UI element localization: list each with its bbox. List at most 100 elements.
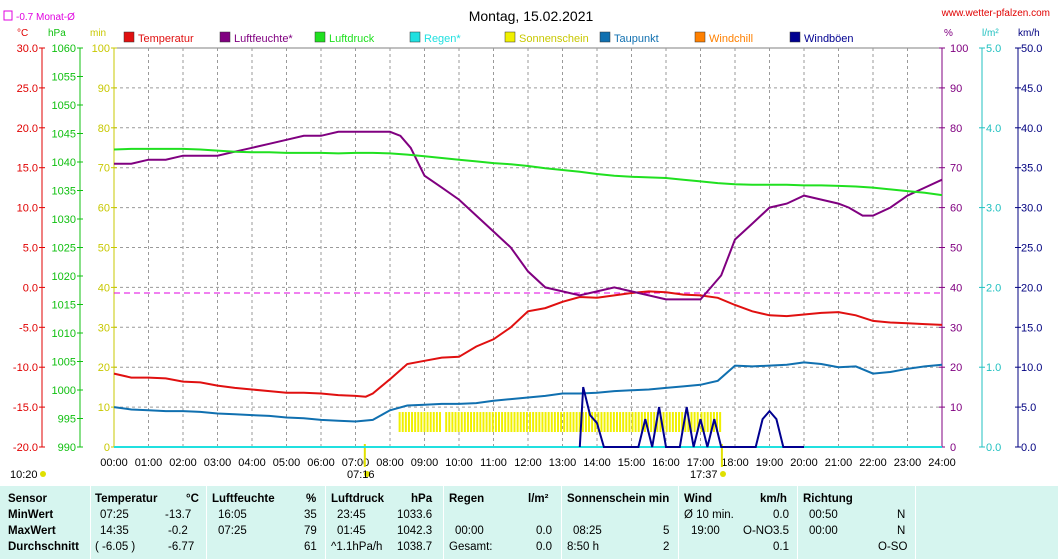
sunshine-bar — [719, 412, 722, 432]
sunshine-bar — [588, 412, 591, 432]
wind-axis-tick-label: 45.0 — [1021, 83, 1042, 95]
sunshine-bar — [665, 412, 668, 432]
x-tick-label: 07:00 — [342, 457, 370, 469]
sunshine-bar — [647, 412, 650, 432]
sunshine-bar — [566, 412, 569, 432]
sunshine-bar — [488, 412, 491, 432]
max-temp-time: 14:35 — [100, 525, 129, 537]
sunshine-bar — [563, 412, 566, 432]
sunshine-bar — [479, 412, 482, 432]
sunshine-bar — [541, 412, 544, 432]
x-tick-label: 09:00 — [411, 457, 439, 469]
sunshine-bar — [460, 412, 463, 432]
sunrise-label: 07:16 — [347, 469, 375, 481]
pressure-axis-tick-label: 1005 — [52, 357, 76, 369]
sunshine-bar — [476, 412, 479, 432]
legend: Temperatur Luftfeuchte* Luftdruck Regen* Son… — [123, 31, 854, 45]
humidity-axis-tick-label: 20 — [950, 362, 962, 374]
sunshine-bar — [681, 412, 684, 432]
avg-press-time: ^1.1hPa/h — [331, 541, 383, 553]
x-tick-label: 14:00 — [583, 457, 611, 469]
sun-axis-tick-label: 90 — [98, 83, 110, 95]
sunshine-bar — [615, 412, 618, 432]
corner-sun-icon — [40, 471, 46, 477]
pressure-axis-tick-label: 1060 — [52, 43, 76, 55]
hdr-temp: Temperatur — [95, 493, 158, 505]
sunshine-bar — [668, 412, 671, 432]
sunshine-bar — [547, 412, 550, 432]
sunshine-bar — [625, 412, 628, 432]
sunshine-bar — [560, 412, 563, 432]
sun-axis-tick-label: 40 — [98, 282, 110, 294]
temp-axis-tick-label: 25.0 — [17, 83, 38, 95]
max-sun-val: 5 — [663, 525, 670, 537]
weather-chart: 30.0 25.0 20.0 15.0 10.0 5.0 0.0 -5.0 -10.0 -15.0… — [3, 8, 1050, 481]
rain-axis-tick-label: 2.0 — [986, 282, 1001, 294]
sunshine-bar — [575, 412, 578, 432]
x-tick-label: 12:00 — [514, 457, 542, 469]
monthly-avg-label: -0.7 Monat-Ø — [16, 12, 75, 23]
series-windböen — [578, 386, 804, 448]
min-temp-val: -13.7 — [165, 509, 192, 521]
unit-press: hPa — [48, 28, 66, 39]
series-lines — [113, 130, 943, 448]
avg-press-val: 1038.7 — [397, 541, 433, 553]
min-wind-time: Ø 10 min. — [684, 509, 734, 521]
x-tick-label: 00:00 — [100, 457, 128, 469]
min-wind-val: 0.0 — [773, 509, 789, 521]
rain-axis-tick-label: 5.0 — [986, 43, 1001, 55]
legend-swatch — [409, 31, 421, 43]
pressure-axis-tick-label: 990 — [58, 442, 76, 454]
sunshine-bar — [606, 412, 609, 432]
sunset-icon — [720, 471, 726, 477]
x-tick-label: 10:00 — [445, 457, 473, 469]
wind-axis-tick-label: 35.0 — [1021, 163, 1042, 175]
x-tick-label: 19:00 — [756, 457, 784, 469]
corner-time: 10:20 — [10, 469, 38, 481]
series-temperatur — [113, 290, 943, 398]
sunshine-bar — [584, 412, 587, 432]
min-temp-time: 07:25 — [100, 509, 129, 521]
max-rain-val: 0.0 — [536, 525, 552, 537]
pressure-axis-tick-label: 1040 — [52, 157, 76, 169]
sunset-label: 17:37 — [690, 469, 718, 481]
hdr-rain-unit: l/m² — [528, 493, 549, 505]
temp-axis-tick-label: 20.0 — [17, 123, 38, 135]
x-tick-label: 04:00 — [238, 457, 266, 469]
sun-axis-tick-label: 80 — [98, 123, 110, 135]
pressure-axis-tick-label: 1045 — [52, 129, 76, 141]
series-luftfeuchte — [114, 130, 943, 301]
max-hum-time: 07:25 — [218, 525, 247, 537]
x-tick-label: 18:00 — [721, 457, 749, 469]
avg-hum-val: 61 — [304, 541, 317, 553]
legend-swatch — [314, 31, 326, 43]
sun-axis-tick-label: 20 — [98, 362, 110, 374]
sunshine-bar — [525, 412, 528, 432]
legend-label: Taupunkt — [614, 33, 659, 45]
row-min-label: MinWert — [8, 509, 54, 521]
sunshine-bar — [612, 412, 615, 432]
sunshine-bar — [650, 412, 653, 432]
sunshine-bar — [473, 412, 476, 432]
legend-swatch — [504, 31, 516, 43]
pressure-axis-tick-label: 1055 — [52, 72, 76, 84]
temp-axis-tick-label: 5.0 — [23, 243, 38, 255]
sunshine-bar — [519, 412, 522, 432]
x-tick-label: 21:00 — [825, 457, 853, 469]
sunshine-bar — [609, 412, 612, 432]
row-avg-label: Durchschnitt — [8, 541, 79, 553]
sunshine-bar — [550, 412, 553, 432]
avg-sun-val: 2 — [663, 541, 670, 553]
hdr-press: Luftdruck — [331, 493, 385, 505]
wind-axis-tick-label: 50.0 — [1021, 43, 1042, 55]
sunrise-icon — [364, 471, 370, 477]
pressure-axis-tick-label: 1030 — [52, 214, 76, 226]
sunshine-bar — [703, 412, 706, 432]
humidity-axis-tick-label: 70 — [950, 163, 962, 175]
sunshine-bar — [417, 412, 420, 432]
sunshine-bar — [448, 412, 451, 432]
sunshine-bar — [398, 412, 401, 432]
avg-rain-val: 0.0 — [536, 541, 552, 553]
humidity-axis-tick-label: 90 — [950, 83, 962, 95]
sun-axis-tick-label: 70 — [98, 163, 110, 175]
